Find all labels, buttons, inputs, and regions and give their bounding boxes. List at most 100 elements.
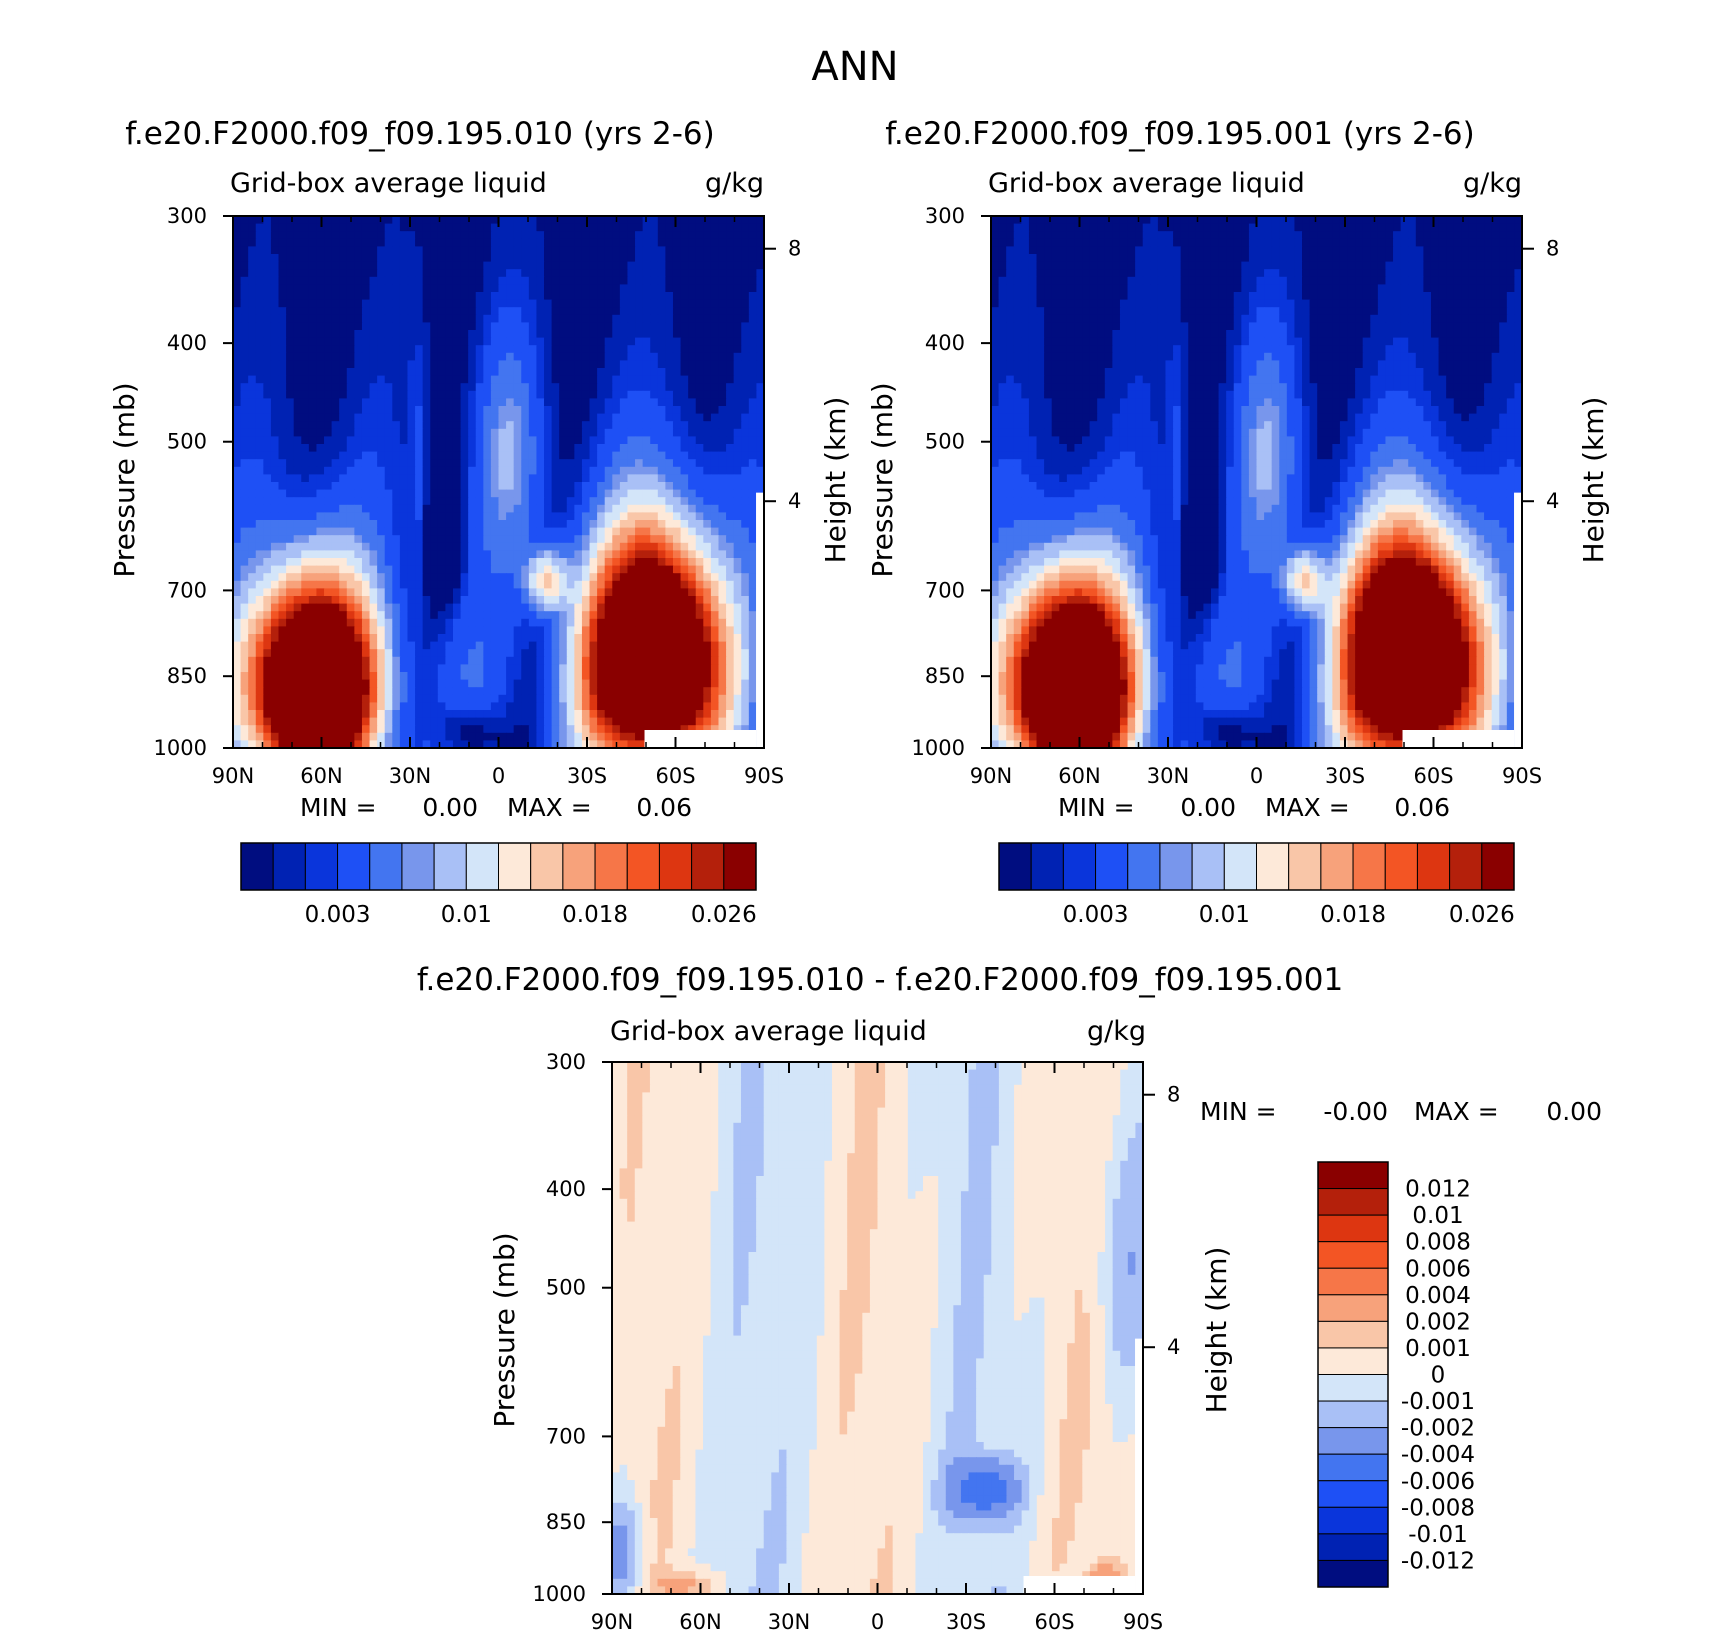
field-cell	[589, 398, 598, 407]
field-cell	[490, 740, 500, 749]
field-cell	[657, 406, 666, 415]
field-cell	[263, 284, 272, 293]
field-cell	[384, 558, 393, 567]
field-cell	[521, 246, 530, 255]
field-cell	[263, 436, 272, 445]
field-cell	[483, 512, 492, 521]
field-cell	[672, 292, 682, 301]
field-cell	[612, 436, 621, 445]
field-cell	[452, 345, 462, 354]
field-cell	[688, 694, 697, 703]
field-cell	[566, 725, 575, 734]
field-cell	[733, 413, 742, 422]
field-cell	[748, 413, 758, 422]
field-cell	[293, 223, 302, 232]
field-cell	[263, 634, 272, 643]
field-cell	[695, 611, 704, 620]
field-cell	[475, 413, 484, 422]
field-cell	[544, 398, 553, 407]
field-cell	[407, 307, 416, 316]
field-cell	[301, 337, 310, 346]
field-cell	[726, 292, 735, 301]
field-cell	[733, 337, 742, 346]
field-cell	[308, 436, 318, 445]
field-cell	[384, 732, 393, 741]
field-cell	[293, 238, 302, 247]
field-cell	[506, 246, 515, 255]
field-cell	[460, 520, 469, 529]
field-cell	[399, 459, 409, 468]
field-cell	[301, 223, 310, 232]
field-cell	[263, 466, 272, 475]
field-cell	[748, 459, 758, 468]
field-cell	[460, 717, 469, 726]
field-cell	[308, 474, 318, 483]
field-cell	[604, 710, 613, 719]
field-cell	[377, 474, 386, 483]
field-cell	[619, 535, 629, 544]
field-cell	[361, 223, 371, 232]
field-cell	[316, 558, 325, 567]
field-cell	[354, 261, 363, 270]
field-cell	[445, 474, 454, 483]
field-cell	[392, 611, 401, 620]
field-cell	[270, 261, 280, 270]
field-cell	[452, 261, 462, 270]
field-cell	[286, 398, 295, 407]
field-cell	[748, 368, 758, 377]
field-cell	[627, 216, 636, 225]
field-cell	[726, 725, 735, 734]
field-cell	[513, 231, 522, 240]
field-cell	[354, 527, 363, 536]
field-cell	[528, 216, 538, 225]
field-cell	[498, 474, 507, 483]
field-cell	[650, 717, 659, 726]
field-cell	[635, 542, 644, 551]
field-cell	[430, 390, 439, 399]
field-cell	[619, 664, 629, 673]
field-cell	[551, 489, 560, 498]
field-cell	[612, 482, 621, 491]
field-cell	[377, 368, 386, 377]
field-cell	[293, 466, 302, 475]
field-cell	[468, 307, 477, 316]
field-cell	[233, 330, 242, 339]
field-cell	[650, 314, 659, 323]
field-cell	[703, 710, 712, 719]
field-cell	[627, 223, 636, 232]
field-cell	[286, 390, 295, 399]
field-cell	[324, 314, 333, 323]
field-cell	[475, 588, 484, 597]
colorbar-swatch	[433, 842, 467, 891]
field-cell	[688, 520, 697, 529]
field-cell	[635, 588, 644, 597]
field-cell	[536, 216, 545, 225]
field-cell	[468, 740, 477, 749]
field-cell	[384, 223, 393, 232]
field-cell	[483, 269, 492, 278]
field-cell	[710, 276, 720, 285]
field-cell	[718, 717, 727, 726]
field-cell	[430, 710, 439, 719]
field-cell	[392, 474, 401, 483]
field-cell	[642, 421, 651, 430]
field-cell	[566, 231, 575, 240]
field-cell	[528, 641, 538, 650]
field-cell	[490, 580, 500, 589]
field-cell	[475, 459, 484, 468]
field-cell	[384, 664, 393, 673]
field-cell	[324, 694, 333, 703]
field-cell	[369, 664, 378, 673]
field-cell	[331, 588, 340, 597]
field-cell	[559, 558, 568, 567]
field-cell	[407, 603, 416, 612]
field-cell	[733, 603, 742, 612]
field-cell	[445, 687, 454, 696]
field-cell	[748, 406, 758, 415]
field-cell	[369, 588, 378, 597]
field-cell	[407, 360, 416, 369]
field-cell	[506, 535, 515, 544]
field-cell	[399, 444, 409, 453]
field-cell	[574, 451, 583, 460]
field-cell	[308, 292, 318, 301]
